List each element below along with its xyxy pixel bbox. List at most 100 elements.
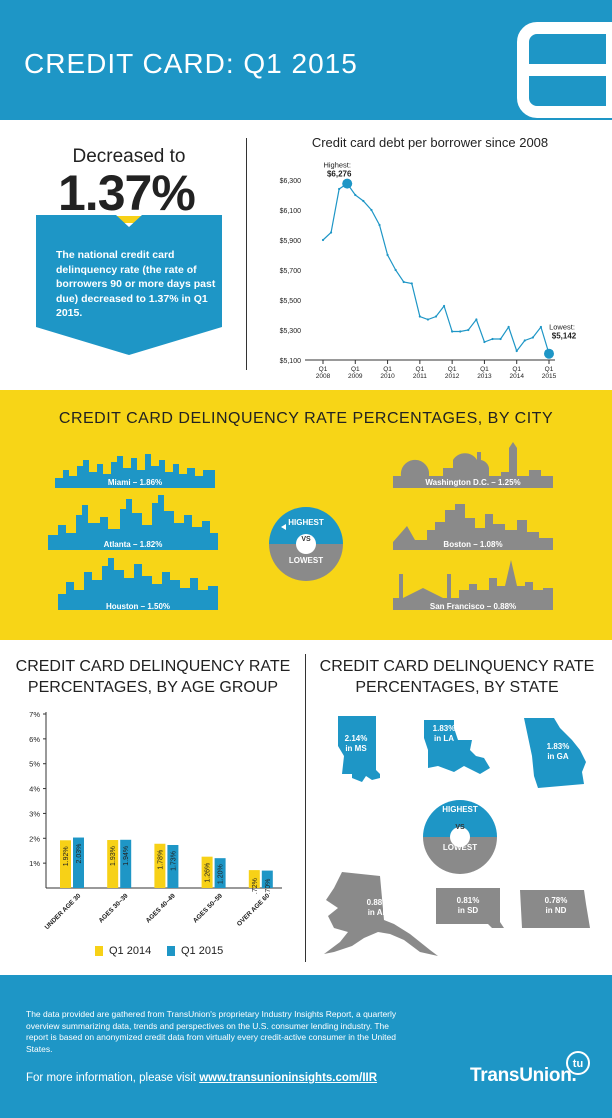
state-label-ga: 1.83% in GA bbox=[538, 742, 578, 762]
state-section-title: CREDIT CARD DELINQUENCY RATE PERCENTAGES… bbox=[319, 658, 595, 696]
highest-vs-lowest-badge bbox=[269, 507, 343, 581]
lowest-label: Lowest: bbox=[549, 323, 575, 332]
city-label-atlanta: Atlanta – 1.82% bbox=[103, 540, 163, 549]
legend-swatch-2014 bbox=[95, 946, 103, 956]
city-label-boston: Boston – 1.08% bbox=[443, 540, 503, 549]
data-point bbox=[491, 337, 494, 341]
data-point bbox=[507, 325, 510, 329]
bar-value-label: 1.78% bbox=[157, 850, 164, 870]
legend-label-2014: Q1 2014 bbox=[109, 945, 152, 957]
mississippi-shape bbox=[338, 716, 380, 782]
data-point bbox=[370, 208, 373, 212]
data-point bbox=[378, 223, 381, 227]
data-point bbox=[386, 253, 389, 257]
debt-per-borrower-line-chart: $6,300 $6,100 $5,900 $5,700 $5,500 $5,300 $5,1… bbox=[280, 161, 577, 380]
alaska-shape bbox=[324, 872, 438, 956]
x-tick-year: 2012 bbox=[445, 373, 460, 380]
data-point bbox=[418, 315, 421, 318]
sd-value: 0.81% bbox=[456, 896, 480, 905]
legend-q1-2015: Q1 2015 bbox=[167, 945, 223, 957]
y-tick-label: 1% bbox=[29, 859, 40, 868]
bar-value-label: 1.93% bbox=[110, 846, 117, 866]
bar bbox=[261, 870, 273, 888]
bar bbox=[154, 843, 166, 888]
data-point bbox=[338, 187, 341, 191]
data-point bbox=[523, 339, 526, 342]
header: CREDIT CARD: Q1 2015 bbox=[0, 0, 612, 120]
y-tick-label: $5,700 bbox=[280, 268, 302, 275]
data-point bbox=[442, 304, 446, 308]
legend-q1-2014: Q1 2014 bbox=[95, 945, 151, 957]
data-point bbox=[531, 336, 534, 339]
x-tick-year: 2009 bbox=[348, 373, 363, 380]
transunion-insights-link[interactable]: www.transunioninsights.com/IIR bbox=[199, 1072, 378, 1084]
lowest-value: $5,142 bbox=[552, 332, 577, 341]
y-tick-label: $5,100 bbox=[280, 358, 302, 365]
y-tick-label: 6% bbox=[29, 735, 40, 744]
bar bbox=[167, 844, 179, 888]
bar bbox=[201, 856, 213, 888]
bar bbox=[60, 840, 71, 888]
vs-highest-label: HIGHEST bbox=[288, 518, 324, 527]
bar-value-label: 1.20% bbox=[218, 864, 225, 884]
category-label: AGES 50–59 bbox=[192, 892, 224, 924]
bar-value-label: .72% bbox=[252, 878, 259, 894]
data-point bbox=[539, 325, 543, 329]
y-tick-label: $6,100 bbox=[280, 208, 302, 215]
x-tick-quarter: Q1 bbox=[319, 366, 328, 373]
x-tick-year: 2010 bbox=[380, 373, 395, 380]
louisiana-shape bbox=[424, 720, 490, 774]
data-point bbox=[499, 337, 502, 341]
miami-skyline bbox=[55, 454, 215, 488]
delinquency-rate-value: 1.37% bbox=[58, 165, 196, 221]
bar bbox=[107, 840, 119, 888]
state-vs-highest-label: HIGHEST bbox=[442, 805, 478, 814]
y-tick-label: $5,300 bbox=[280, 328, 302, 335]
category-label: AGES 40–49 bbox=[145, 892, 177, 924]
summary-box bbox=[36, 215, 222, 355]
la-value: 1.83% bbox=[432, 724, 456, 733]
bar bbox=[120, 839, 132, 888]
data-point bbox=[475, 318, 478, 321]
data-point bbox=[515, 349, 518, 353]
highest-label: Highest: bbox=[323, 161, 351, 170]
data-point bbox=[434, 315, 438, 318]
highlight-bar bbox=[58, 216, 186, 223]
state-highest-vs-lowest-badge bbox=[423, 800, 497, 874]
divider bbox=[246, 138, 247, 370]
la-label: in LA bbox=[434, 734, 454, 743]
legend-swatch-2015 bbox=[167, 946, 175, 956]
data-point bbox=[410, 282, 413, 285]
bar bbox=[214, 858, 226, 888]
ms-label: in MS bbox=[345, 744, 367, 753]
summary-section: Decreased to 1.37% The national credit c… bbox=[0, 120, 612, 390]
bar-value-label: 1.73% bbox=[170, 851, 177, 871]
age-state-section: CREDIT CARD DELINQUENCY RATE PERCENTAGES… bbox=[0, 640, 612, 975]
washington-skyline bbox=[393, 442, 553, 488]
age-group-bar-chart: 7% 6% 5% 4% 3% 2% 1% 1.92% 2.03% UNDER AGE 30 1.93… bbox=[29, 710, 282, 931]
ga-label: in GA bbox=[547, 752, 569, 761]
highest-point bbox=[342, 178, 353, 189]
data-point bbox=[467, 328, 470, 332]
san-francisco-skyline bbox=[393, 560, 553, 610]
bar-value-label: 1.92% bbox=[63, 846, 70, 866]
highest-value: $6,276 bbox=[327, 170, 352, 179]
state-label-la: 1.83% in LA bbox=[424, 724, 464, 744]
category-label: OVER AGE 60 bbox=[236, 892, 272, 928]
data-point bbox=[394, 268, 397, 272]
sd-label: in SD bbox=[457, 906, 479, 915]
vs-lowest-label: LOWEST bbox=[288, 556, 324, 565]
legend-label-2015: Q1 2015 bbox=[181, 945, 224, 957]
x-tick-year: 2015 bbox=[542, 373, 557, 380]
nd-label: in ND bbox=[545, 906, 567, 915]
x-tick-quarter: Q1 bbox=[416, 366, 425, 373]
city-section-title: CREDIT CARD DELINQUENCY RATE PERCENTAGES… bbox=[58, 410, 554, 427]
bar-value-label: 2.03% bbox=[76, 844, 83, 864]
city-label-washington: Washington D.C. – 1.25% bbox=[425, 478, 521, 487]
decrease-label: Decreased to bbox=[72, 146, 186, 167]
boston-skyline bbox=[393, 504, 553, 550]
lowest-point bbox=[544, 348, 554, 359]
y-tick-label: 2% bbox=[29, 834, 40, 843]
data-point bbox=[354, 193, 357, 197]
category-label: AGES 30–39 bbox=[98, 892, 130, 924]
